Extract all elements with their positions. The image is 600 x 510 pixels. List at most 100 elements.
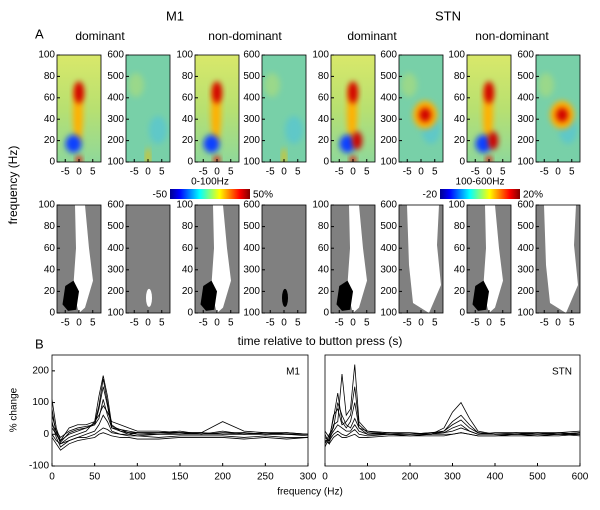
- y-tick-label: 100: [107, 157, 124, 168]
- y-tick-label: 600: [243, 50, 260, 61]
- y-tick-label: 0: [323, 308, 329, 319]
- y-tick-label: 20: [44, 135, 56, 146]
- y-tick-label: 80: [44, 221, 56, 232]
- y-tick-label: 40: [182, 114, 194, 125]
- y-tick-label: 40: [318, 114, 330, 125]
- y-tick-label: 300: [380, 264, 397, 275]
- y-tick-label: 300: [517, 114, 534, 125]
- y-tick-label: 400: [380, 243, 397, 254]
- x-tick-label: 100: [359, 472, 376, 483]
- y-tick-label: -100: [29, 461, 49, 472]
- y-tick-label: 300: [517, 264, 534, 275]
- x-tick-label: 0: [486, 318, 492, 329]
- y-tick-label: 60: [44, 243, 56, 254]
- y-tick-label: 80: [44, 71, 56, 82]
- y-tick-label: 20: [182, 286, 194, 297]
- significance-region: [146, 288, 152, 307]
- y-tick-label: 400: [243, 243, 260, 254]
- x-tick-label: 600: [572, 472, 589, 483]
- y-tick-label: 100: [32, 397, 49, 408]
- plot-frame: [51, 354, 309, 467]
- y-tick-label: 80: [182, 71, 194, 82]
- y-tick-label: 600: [380, 50, 397, 61]
- x-tick-label: 5: [90, 167, 96, 178]
- y-tick-label: 400: [107, 92, 124, 103]
- x-tick-label: -5: [199, 167, 208, 178]
- x-tick-label: -5: [471, 167, 480, 178]
- y-tick-label: 600: [243, 200, 260, 211]
- y-tick-label: 100: [243, 308, 260, 319]
- x-tick-label: -5: [540, 167, 549, 178]
- y-tick-label: 60: [454, 92, 466, 103]
- y-tick-label: 100: [38, 50, 55, 61]
- y-tick-label: 300: [107, 114, 124, 125]
- colorbar-label: 100-600Hz: [456, 177, 505, 188]
- y-tick-label: 20: [454, 286, 466, 297]
- y-tick-label: 400: [517, 92, 534, 103]
- heatmap: [536, 55, 580, 162]
- heatmap-blob: [348, 81, 358, 104]
- annotation: M1: [286, 367, 300, 378]
- y-tick-label: 40: [454, 264, 466, 275]
- heatmap-blob: [212, 81, 222, 104]
- plot-frame: [324, 354, 581, 467]
- y-axis-label: % change: [9, 387, 20, 432]
- panel-label: A: [35, 26, 44, 41]
- heatmap-blob: [282, 147, 286, 162]
- heatmap-blob: [486, 155, 492, 162]
- y-tick-label: 100: [380, 157, 397, 168]
- x-tick-label: -5: [130, 318, 139, 329]
- heatmap-blob: [76, 155, 82, 162]
- significance-region: [347, 205, 367, 313]
- y-tick-label: 80: [454, 71, 466, 82]
- x-tick-label: 5: [364, 167, 370, 178]
- y-tick-label: 200: [517, 286, 534, 297]
- column-title: non-dominant: [475, 29, 549, 43]
- x-tick-label: 500: [529, 472, 546, 483]
- significance-map: [57, 205, 101, 313]
- y-tick-label: 400: [517, 243, 534, 254]
- x-tick-label: -5: [130, 167, 139, 178]
- y-tick-label: 20: [318, 286, 330, 297]
- significance-region: [544, 205, 578, 313]
- y-tick-label: 500: [243, 71, 260, 82]
- heatmap-blob: [149, 116, 167, 144]
- colorbar: [440, 189, 520, 199]
- heatmap-blob: [264, 73, 280, 97]
- y-tick-label: 200: [243, 286, 260, 297]
- x-tick-label: 0: [76, 318, 82, 329]
- heatmap: [57, 55, 101, 162]
- significance-map: [399, 205, 443, 313]
- y-tick-label: 0: [459, 308, 465, 319]
- x-tick-label: 5: [90, 318, 96, 329]
- y-tick-label: 100: [176, 50, 193, 61]
- y-tick-label: 40: [44, 264, 56, 275]
- x-tick-label: 5: [159, 318, 165, 329]
- x-tick-label: -5: [540, 318, 549, 329]
- y-tick-label: 100: [517, 308, 534, 319]
- line: [325, 364, 580, 446]
- y-tick-label: 80: [182, 221, 194, 232]
- y-tick-label: 100: [448, 50, 465, 61]
- x-tick-label: 5: [228, 167, 234, 178]
- y-axis-label: frequency (Hz): [6, 146, 20, 225]
- panel-label: B: [35, 336, 44, 351]
- heatmap-blob: [128, 73, 144, 97]
- x-tick-label: -5: [403, 318, 412, 329]
- heatmap: [126, 55, 170, 162]
- x-tick-label: -5: [471, 318, 480, 329]
- y-tick-label: 20: [44, 286, 56, 297]
- column-title: dominant: [75, 29, 125, 43]
- colorbar-max: 50%: [253, 190, 273, 201]
- x-tick-label: 250: [257, 472, 274, 483]
- y-tick-label: 200: [380, 286, 397, 297]
- y-tick-label: 100: [448, 200, 465, 211]
- x-tick-label: -5: [199, 318, 208, 329]
- y-tick-label: 80: [318, 221, 330, 232]
- significance-region: [336, 280, 353, 311]
- x-tick-label: 300: [300, 472, 317, 483]
- x-tick-label: 5: [432, 167, 438, 178]
- y-tick-label: 60: [182, 243, 194, 254]
- y-tick-label: 500: [243, 221, 260, 232]
